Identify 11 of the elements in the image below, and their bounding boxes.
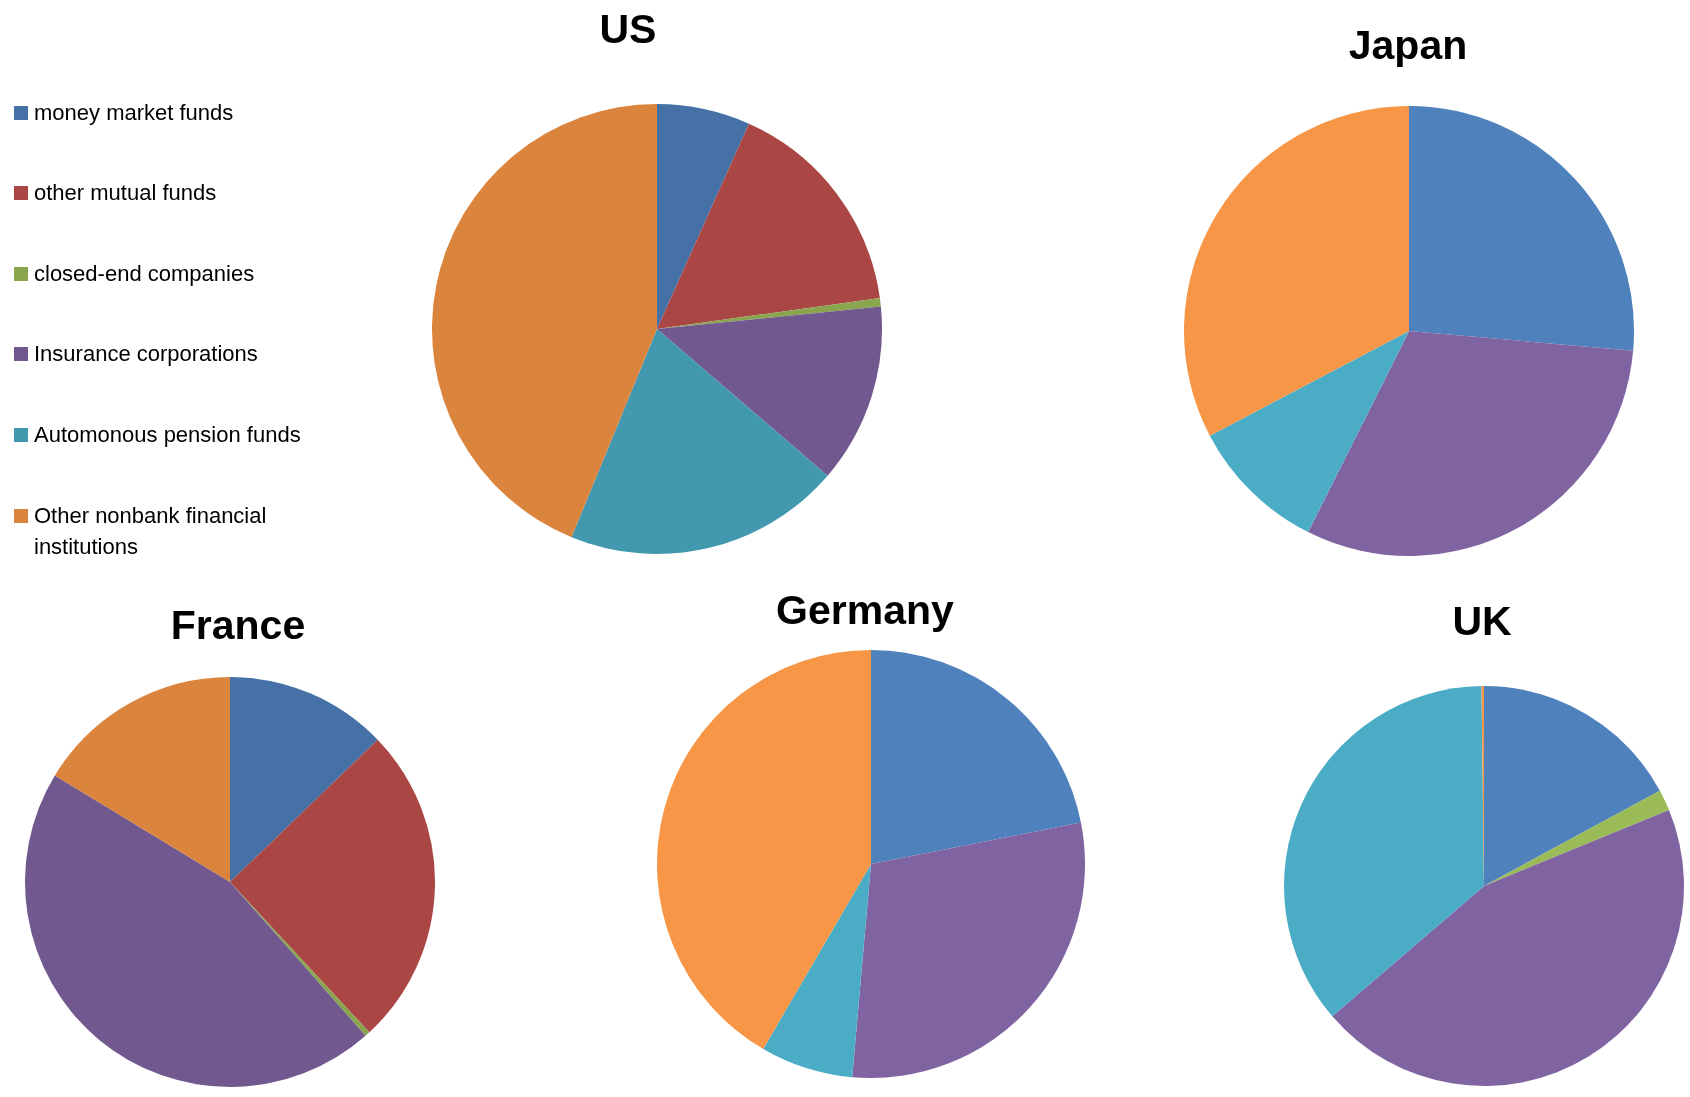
legend-label: Other nonbank financial institutions [34, 501, 268, 561]
chart-title: UK [1452, 597, 1512, 644]
chart-title: US [599, 5, 657, 52]
chart-title: Germany [776, 586, 954, 633]
legend-label: Insurance corporations [34, 340, 259, 369]
legend-label: other mutual funds [34, 179, 218, 208]
legend-label: Automonous pension funds [34, 420, 302, 449]
legend-label: closed-end companies [34, 259, 256, 288]
chart-title: France [170, 601, 306, 648]
chart-title: Japan [1348, 21, 1468, 68]
legend-label: money market funds [34, 98, 235, 127]
